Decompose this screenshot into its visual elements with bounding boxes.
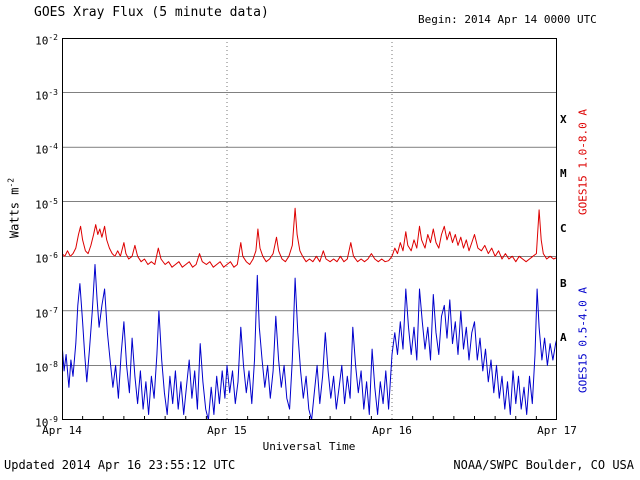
xray-flux-plot	[61, 38, 558, 421]
series-label-long-channel: GOES15 1.0-8.0 A	[576, 109, 590, 215]
y-tick-label: 10-2	[35, 33, 58, 48]
y-tick-label: 10-3	[35, 87, 58, 103]
flare-class-letter-c: C	[560, 222, 567, 235]
series-line-short	[61, 264, 558, 421]
x-tick-label: Apr 16	[372, 424, 412, 437]
y-tick-label: 10-6	[35, 251, 58, 266]
x-axis-label: Universal Time	[262, 440, 356, 453]
x-tick-label: Apr 14	[42, 424, 82, 437]
credit-label: NOAA/SWPC Boulder, CO USA	[453, 458, 634, 472]
series-label-short-channel: GOES15 0.5-4.0 A	[576, 287, 590, 393]
y-tick-label: 10-7	[35, 305, 58, 321]
x-tick-label: Apr 17	[537, 424, 577, 437]
x-tick-label: Apr 15	[207, 424, 247, 437]
flare-class-letter-b: B	[560, 276, 567, 290]
y-axis-label: Watts m-2	[7, 178, 22, 238]
series-line-long	[61, 207, 558, 268]
y-tick-label: 10-9	[35, 415, 58, 430]
flare-class-letter-x: X	[560, 112, 567, 126]
y-axis-label-base: Watts m	[7, 187, 22, 239]
chart-title: GOES Xray Flux (5 minute data)	[34, 5, 269, 20]
y-axis-label-exponent: -2	[6, 177, 16, 188]
flare-class-letter-a: A	[560, 331, 567, 345]
y-tick-label: 10-4	[35, 142, 58, 157]
begin-timestamp-label: Begin: 2014 Apr 14 0000 UTC	[418, 13, 597, 26]
flare-class-letter-m: M	[560, 167, 567, 181]
y-tick-label: 10-8	[35, 360, 58, 376]
y-tick-label: 10-5	[35, 196, 58, 212]
plot-area	[61, 38, 558, 421]
updated-timestamp: Updated 2014 Apr 16 23:55:12 UTC	[4, 458, 236, 472]
plot-border	[62, 38, 557, 420]
